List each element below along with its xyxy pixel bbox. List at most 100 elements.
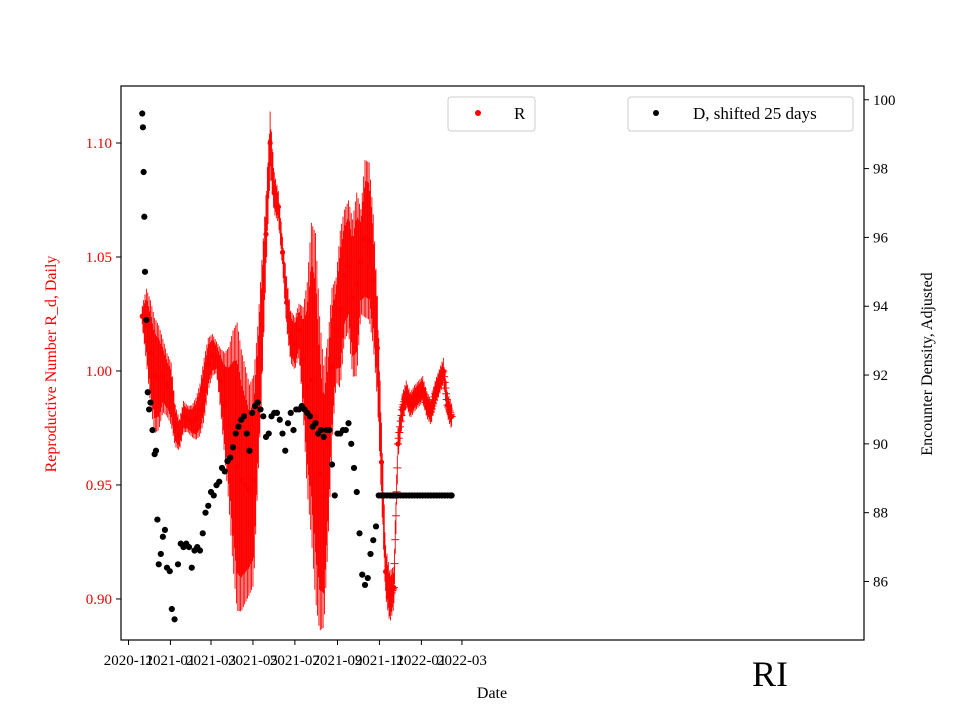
left-tick-label: 1.05: [86, 250, 112, 266]
right-tick-label: 92: [873, 368, 888, 384]
d-point: [216, 478, 223, 485]
d-point: [166, 568, 173, 575]
r-point: [193, 416, 199, 422]
r-point: [407, 402, 413, 408]
r-point: [358, 258, 364, 265]
right-tick-label: 96: [873, 230, 889, 246]
d-point: [139, 110, 146, 117]
d-point: [205, 502, 212, 509]
d-point: [221, 468, 228, 475]
d-point: [154, 516, 161, 523]
r-point: [436, 379, 442, 385]
d-point: [202, 509, 209, 516]
d-point: [249, 409, 256, 416]
plot-frame: [120, 85, 865, 641]
legend-d-marker: [653, 110, 659, 116]
r-point: [366, 238, 372, 244]
d-point: [257, 406, 264, 413]
r-point: [337, 306, 343, 313]
d-point: [171, 616, 178, 623]
d-point: [448, 492, 455, 499]
d-point: [367, 550, 374, 558]
r-point: [391, 584, 397, 591]
legend-d: D, shifted 25 days: [627, 96, 854, 132]
left-axis-title: Reproductive Number R_d, Daily: [43, 256, 60, 473]
right-tick-label: 90: [873, 437, 888, 453]
d-point: [372, 523, 380, 530]
d-point: [273, 409, 281, 416]
r-series: [139, 111, 456, 631]
x-tick-label: 2021-01: [145, 653, 195, 669]
r-point: [139, 313, 145, 319]
right-tick-label: 86: [873, 575, 889, 591]
d-point: [265, 430, 272, 437]
x-tick-label: 2020-11: [104, 653, 153, 669]
x-tick-label: 2021-07: [270, 653, 320, 669]
d-point: [246, 447, 253, 454]
right-axis-title: Encounter Density, Adjusted: [919, 272, 936, 455]
r-point: [226, 423, 232, 429]
r-point: [160, 372, 166, 379]
d-point: [320, 433, 327, 441]
r-point: [156, 375, 162, 381]
x-tick-label: 2022-01: [396, 653, 446, 669]
r-point: [325, 441, 331, 447]
d-point: [364, 574, 371, 582]
r-point: [296, 327, 302, 333]
r-point: [374, 345, 380, 351]
r-point: [172, 423, 178, 429]
r-point: [403, 391, 409, 397]
r-point: [222, 402, 228, 408]
d-point: [196, 547, 204, 554]
d-point: [188, 564, 195, 571]
r-point: [308, 377, 314, 383]
r-point: [185, 416, 191, 422]
d-point: [144, 389, 151, 396]
r-point: [284, 299, 290, 306]
d-point: [356, 530, 363, 537]
d-point: [348, 440, 355, 447]
r-point: [251, 477, 257, 484]
x-tick-label: 2021-11: [355, 653, 404, 669]
d-point: [199, 530, 206, 537]
d-point: [287, 409, 294, 416]
x-tick-label: 2021-05: [228, 653, 278, 669]
d-point: [361, 581, 369, 589]
r-point: [440, 368, 446, 374]
d-point: [317, 426, 325, 434]
d-point: [146, 406, 153, 413]
r-point: [345, 263, 352, 269]
d-point: [254, 399, 261, 406]
d-point: [331, 492, 338, 499]
r-point: [383, 569, 389, 575]
right-tick-label: 94: [873, 299, 889, 315]
r-point: [143, 322, 149, 328]
d-point: [155, 561, 162, 568]
r-point: [164, 382, 170, 388]
left-tick-label: 0.90: [86, 592, 112, 608]
r-point: [288, 334, 294, 340]
d-point: [235, 423, 242, 430]
r-point: [176, 432, 182, 438]
r-point: [317, 470, 323, 477]
r-point: [189, 418, 195, 424]
r-point: [321, 493, 327, 499]
r-point: [333, 327, 339, 333]
r-point: [213, 354, 220, 360]
d-point: [243, 430, 250, 437]
r-point: [168, 391, 174, 397]
r-point: [209, 352, 215, 358]
r-point: [378, 459, 385, 465]
r-point: [416, 391, 422, 397]
d-point: [149, 426, 156, 434]
d-point: [141, 213, 148, 220]
state-watermark: RI: [752, 654, 788, 694]
d-point: [140, 168, 147, 176]
d-point: [276, 416, 283, 423]
d-point: [240, 413, 248, 420]
d-point: [312, 420, 319, 427]
d-point: [260, 413, 267, 420]
d-point: [174, 561, 182, 568]
legend-r-label: R: [514, 104, 526, 123]
